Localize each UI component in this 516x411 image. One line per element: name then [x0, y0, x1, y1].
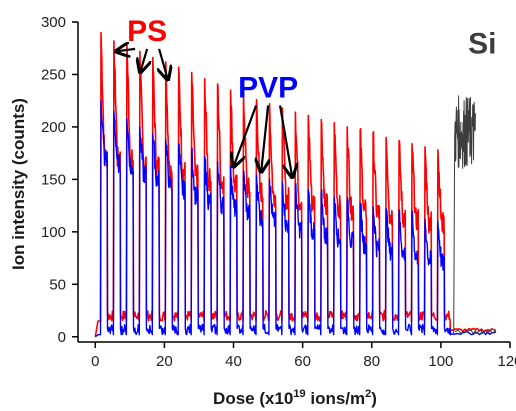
annotation-arrow — [278, 105, 292, 178]
series-si-baseline — [454, 329, 496, 335]
x-tick-label: 100 — [428, 353, 453, 370]
x-tick-label: 0 — [91, 353, 99, 370]
x-axis-title-close: ) — [371, 389, 377, 408]
x-tick-label: 20 — [156, 353, 173, 370]
x-tick-label: 120 — [497, 353, 516, 370]
y-tick-label: 250 — [41, 66, 66, 83]
y-tick-label: 100 — [41, 224, 66, 241]
annotation-si: Si — [468, 27, 496, 60]
x-ticks: 0 20 40 60 80 100 120 — [91, 342, 516, 370]
x-axis-title-tail: ions/m — [306, 389, 366, 408]
series-layer — [94, 31, 497, 338]
y-tick-label: 200 — [41, 119, 66, 136]
x-axis-title-sup2: 2 — [365, 388, 371, 400]
annotations: PS PVP Si — [116, 15, 497, 177]
x-axis-title-sup: 19 — [293, 388, 305, 400]
series-pvp-line — [94, 100, 497, 338]
y-tick-label: 150 — [41, 171, 66, 188]
y-tick-label: 50 — [49, 276, 66, 293]
annotation-arrow — [234, 105, 258, 167]
x-tick-label: 40 — [225, 353, 242, 370]
y-tick-label: 0 — [58, 329, 66, 346]
annotation-arrow — [116, 49, 136, 51]
annotation-ps: PS — [127, 15, 167, 48]
annotation-arrow — [140, 48, 147, 72]
y-tick-label: 300 — [41, 14, 66, 31]
x-tick-label: 80 — [363, 353, 380, 370]
series-ps-line — [94, 31, 497, 337]
x-axis-title: Dose (x1019 ions/m2) — [213, 388, 377, 408]
series-si-line — [453, 95, 476, 334]
annotation-pvp: PVP — [238, 72, 298, 105]
annotation-arrow — [159, 48, 168, 80]
x-axis-title-main: Dose (x10 — [213, 389, 293, 408]
y-axis-title: Ion intensity (counts) — [9, 98, 28, 270]
annotation-arrow — [261, 105, 268, 172]
y-ticks: 0 50 100 150 200 250 300 — [41, 14, 78, 346]
axes: 0 20 40 60 80 100 120 0 50 100 150 200 250 300 — [41, 14, 516, 370]
x-tick-label: 60 — [294, 353, 311, 370]
